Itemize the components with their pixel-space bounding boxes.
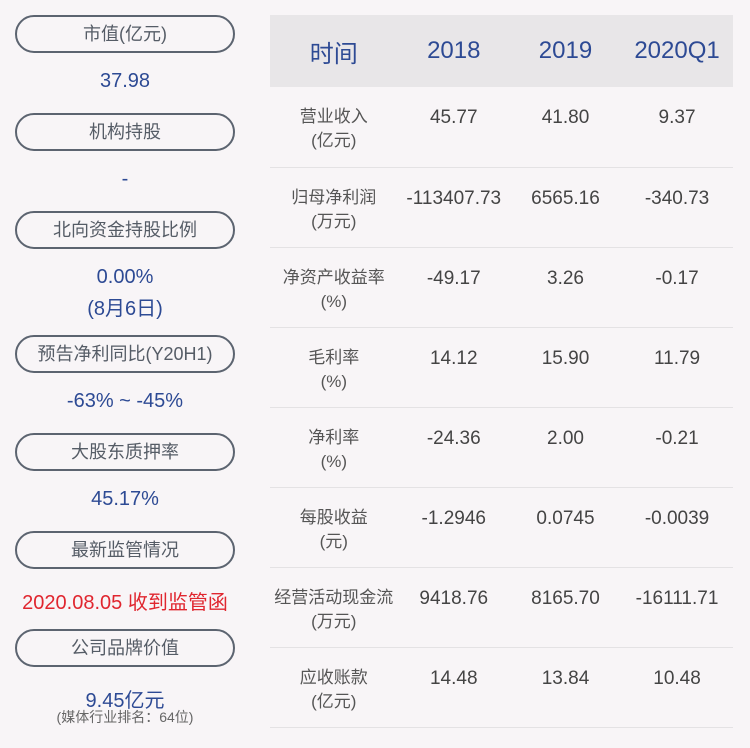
brand-rank-note: (媒体行业排名：64位): [56, 709, 194, 725]
metric-name: 净利率: [308, 427, 360, 447]
row-label: 净利率 (%): [270, 407, 398, 488]
cell-value: 6565.16: [509, 167, 622, 248]
cell-value: 0.0745: [509, 487, 622, 568]
table-row: 经营活动现金流 (万元) 9418.76 8165.70 -16111.71: [270, 567, 733, 648]
cell-value: 45.77: [397, 87, 510, 168]
cell-value: -49.17: [397, 247, 510, 328]
institution-holding-label: 机构持股: [15, 113, 235, 151]
cell-value: 3.26: [509, 247, 622, 328]
financial-table: 时间 2018 2019 2020Q1 营业收入 (亿元) 45.77 41.80 9.…: [270, 15, 733, 728]
market-cap-label: 市值(亿元): [15, 15, 235, 53]
profit-forecast-value: -63% ~ -45%: [66, 390, 184, 412]
cell-value: 14.48: [397, 647, 510, 728]
metric-unit: (%): [320, 371, 348, 391]
brand-value: 9.45亿元: [85, 690, 165, 712]
cell-value: 13.84: [509, 647, 622, 728]
metric-unit: (元): [319, 531, 348, 551]
metric-unit: (万元): [311, 211, 357, 231]
institution-holding-value: -: [121, 168, 129, 190]
header-2019: 2019: [509, 15, 622, 87]
cell-value: 11.79: [621, 327, 733, 408]
cell-value: -340.73: [621, 167, 733, 248]
table-row: 净资产收益率 (%) -49.17 3.26 -0.17: [270, 247, 733, 328]
table-header: 时间 2018 2019 2020Q1: [270, 15, 733, 87]
cell-value: 10.48: [621, 647, 733, 728]
row-label: 营业收入 (亿元): [270, 87, 398, 168]
market-cap-value: 37.98: [99, 70, 151, 92]
row-label: 经营活动现金流 (万元): [270, 567, 398, 648]
cell-value: 14.12: [397, 327, 510, 408]
cell-value: -113407.73: [397, 167, 510, 248]
table-row: 营业收入 (亿元) 45.77 41.80 9.37: [270, 87, 733, 168]
northbound-label: 北向资金持股比例: [15, 211, 235, 249]
table-row: 净利率 (%) -24.36 2.00 -0.21: [270, 407, 733, 488]
northbound-value: 0.00%: [96, 266, 154, 288]
metric-name: 毛利率: [308, 347, 360, 367]
northbound-date: (8月6日): [87, 298, 163, 320]
row-label: 每股收益 (元): [270, 487, 398, 568]
metric-unit: (%): [320, 451, 348, 471]
pledge-rate-value: 45.17%: [91, 488, 159, 510]
metric-unit: (%): [320, 291, 348, 311]
cell-value: 9.37: [621, 87, 733, 168]
metric-name: 归母净利润: [291, 187, 377, 207]
metric-name: 每股收益: [299, 507, 368, 527]
brand-value-label: 公司品牌价值: [15, 629, 235, 667]
row-label: 归母净利润 (万元): [270, 167, 398, 248]
regulation-label: 最新监管情况: [15, 531, 235, 569]
header-time: 时间: [270, 15, 398, 87]
metric-name: 经营活动现金流: [274, 587, 394, 607]
metric-unit: (亿元): [311, 691, 357, 711]
metric-name: 应收账款: [299, 667, 368, 687]
cell-value: 15.90: [509, 327, 622, 408]
metric-name: 净资产收益率: [282, 267, 385, 287]
cell-value: -1.2946: [397, 487, 510, 568]
row-label: 净资产收益率 (%): [270, 247, 398, 328]
cell-value: -16111.71: [621, 567, 733, 648]
cell-value: -24.36: [397, 407, 510, 488]
regulation-value: 2020.08.05 收到监管函: [22, 592, 228, 614]
cell-value: -0.0039: [621, 487, 733, 568]
cell-value: -0.21: [621, 407, 733, 488]
metric-unit: (亿元): [311, 131, 357, 150]
profit-forecast-label: 预告净利同比(Y20H1): [15, 335, 235, 373]
header-2018: 2018: [397, 15, 510, 87]
header-2020q1: 2020Q1: [621, 15, 733, 87]
cell-value: 41.80: [509, 87, 622, 168]
pledge-rate-label: 大股东质押率: [15, 433, 235, 471]
cell-value: -0.17: [621, 247, 733, 328]
row-label: 应收账款 (亿元): [270, 647, 398, 728]
table-row: 毛利率 (%) 14.12 15.90 11.79: [270, 327, 733, 408]
row-label: 毛利率 (%): [270, 327, 398, 408]
cell-value: 8165.70: [509, 567, 622, 648]
metric-unit: (万元): [311, 611, 357, 631]
table-row: 应收账款 (亿元) 14.48 13.84 10.48: [270, 647, 733, 728]
cell-value: 2.00: [509, 407, 622, 488]
cell-value: 9418.76: [397, 567, 510, 648]
table-row: 每股收益 (元) -1.2946 0.0745 -0.0039: [270, 487, 733, 568]
table-row: 归母净利润 (万元) -113407.73 6565.16 -340.73: [270, 167, 733, 248]
metric-name: 营业收入: [299, 107, 368, 126]
